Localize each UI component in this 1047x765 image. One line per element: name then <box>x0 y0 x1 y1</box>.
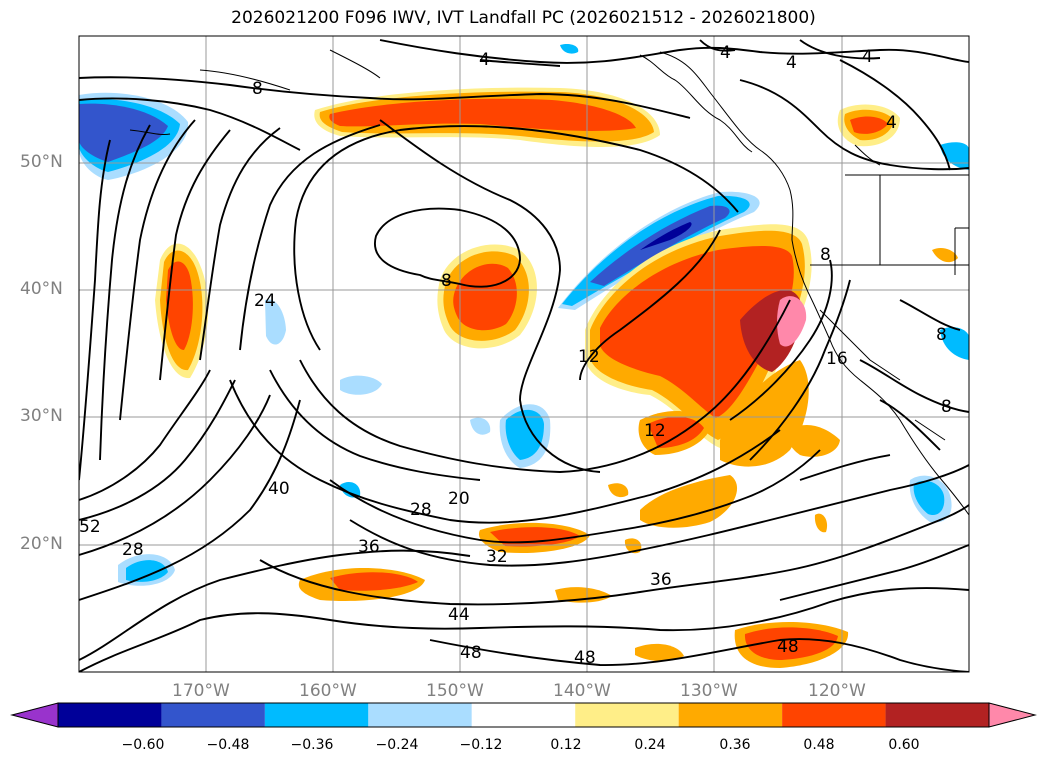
contour-label: 8 <box>941 397 952 417</box>
contour-label: 4 <box>786 53 797 73</box>
lon-label: 150°W <box>426 681 484 701</box>
contour-label: 8 <box>252 79 263 99</box>
colorbar-tick-label: −0.12 <box>459 737 503 753</box>
lat-label: 40°N <box>20 279 63 299</box>
contour-label: 4 <box>479 50 490 70</box>
contour-labels: 4 4 4 4 4 8 8 8 8 8 12 12 16 20 24 28 28… <box>79 43 952 668</box>
contour-label: 48 <box>460 643 482 663</box>
colorbar-tick-label: 0.48 <box>803 737 835 753</box>
contour-label: 4 <box>720 43 731 63</box>
contour-label: 36 <box>358 537 380 557</box>
contour-label: 44 <box>448 605 470 625</box>
contour-label: 36 <box>650 570 672 590</box>
lon-label: 170°W <box>172 681 230 701</box>
iwv-contours <box>79 39 969 672</box>
lat-label: 30°N <box>20 406 63 426</box>
lon-label: 140°W <box>553 681 611 701</box>
contour-label: 28 <box>410 500 432 520</box>
contour-label: 52 <box>79 517 101 537</box>
lon-label: 120°W <box>808 681 866 701</box>
contour-label: 8 <box>441 271 452 291</box>
contour-label: 4 <box>862 47 873 67</box>
lon-label: 130°W <box>680 681 738 701</box>
contour-label: 16 <box>826 349 848 369</box>
colorbar-tick-label: −0.48 <box>206 737 250 753</box>
contour-label: 20 <box>448 489 470 509</box>
colorbar-tick-label: 0.36 <box>719 737 751 753</box>
contour-label: 8 <box>936 325 947 345</box>
contour-label: 32 <box>486 547 508 567</box>
contour-label: 12 <box>644 421 666 441</box>
contour-label: 40 <box>268 479 290 499</box>
coastlines <box>129 49 969 516</box>
contour-label: 12 <box>578 347 600 367</box>
colorbar-tick-label: 0.12 <box>550 737 582 753</box>
colorbar-tick-label: −0.36 <box>290 737 334 753</box>
lat-label: 20°N <box>20 534 63 554</box>
contour-label: 8 <box>820 245 831 265</box>
lon-label: 160°W <box>299 681 357 701</box>
colorbar-tick-label: −0.60 <box>121 737 165 753</box>
colorbar-tick-label: 0.24 <box>634 737 666 753</box>
contour-label: 48 <box>777 637 799 657</box>
contour-label: 28 <box>122 540 144 560</box>
shaded-field-positive <box>155 87 958 668</box>
lat-label: 50°N <box>20 152 63 172</box>
contour-label: 48 <box>574 648 596 668</box>
map-frame <box>78 35 970 673</box>
colorbar-tick-label: 0.60 <box>888 737 920 753</box>
colorbar-tick-label: −0.24 <box>375 737 419 753</box>
contour-label: 24 <box>254 291 276 311</box>
contour-label: 4 <box>886 113 897 133</box>
shaded-field-negative <box>79 43 969 586</box>
map-title: 2026021200 F096 IWV, IVT Landfall PC (20… <box>231 8 816 28</box>
